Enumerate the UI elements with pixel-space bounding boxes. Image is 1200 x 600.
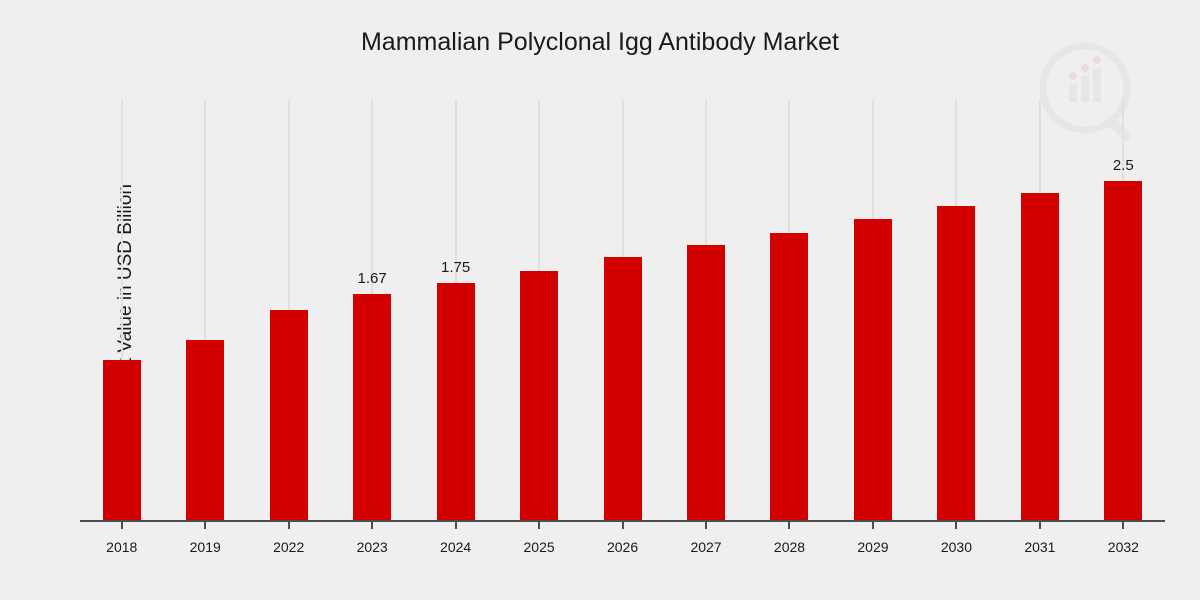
- x-tick-label: 2025: [524, 539, 555, 555]
- bar-column: [915, 100, 998, 520]
- chart-title: Mammalian Polyclonal Igg Antibody Market: [0, 0, 1200, 57]
- tick-mark: [455, 522, 457, 529]
- tick-mark: [872, 522, 874, 529]
- x-tick-label: 2031: [1024, 539, 1055, 555]
- bar: [270, 310, 308, 520]
- bar-column: [247, 100, 330, 520]
- x-axis-ticks: 2018 2019 2022 2023 2024 2025 2026 2027 2028 2029…: [80, 522, 1165, 555]
- bar-wrap: [748, 209, 831, 520]
- bar-wrap: [831, 195, 914, 520]
- bar-wrap: 1.67: [330, 270, 413, 520]
- bar-value-label: 1.75: [441, 259, 470, 277]
- x-tick-label: 2022: [273, 539, 304, 555]
- bar: [687, 245, 725, 520]
- x-tick-label: 2023: [357, 539, 388, 555]
- chart-plot-area: 1.67 1.75 2.5: [80, 100, 1165, 520]
- bar-wrap: 1.75: [414, 259, 497, 520]
- bar-column: [998, 100, 1081, 520]
- tick-mark: [288, 522, 290, 529]
- bar-wrap: [664, 221, 747, 520]
- bar-column: [748, 100, 831, 520]
- tick-mark: [538, 522, 540, 529]
- bar-wrap: [497, 247, 580, 520]
- tick-mark: [1122, 522, 1124, 529]
- x-tick-label: 2032: [1108, 539, 1139, 555]
- x-tick: 2031: [998, 522, 1081, 555]
- tick-mark: [955, 522, 957, 529]
- tick-mark: [204, 522, 206, 529]
- x-tick: 2018: [80, 522, 163, 555]
- bar-wrap: [163, 316, 246, 520]
- x-tick-label: 2024: [440, 539, 471, 555]
- bar-column: [664, 100, 747, 520]
- tick-mark: [121, 522, 123, 529]
- x-tick-label: 2027: [690, 539, 721, 555]
- bar: [937, 206, 975, 520]
- x-tick: 2029: [831, 522, 914, 555]
- bar: [437, 283, 475, 520]
- bar: [103, 360, 141, 520]
- bar-wrap: [247, 286, 330, 520]
- x-tick: 2019: [163, 522, 246, 555]
- bar-wrap: [915, 182, 998, 520]
- bar-column: [163, 100, 246, 520]
- x-tick-label: 2030: [941, 539, 972, 555]
- tick-mark: [371, 522, 373, 529]
- x-tick: 2024: [414, 522, 497, 555]
- x-tick: 2027: [664, 522, 747, 555]
- bar-column: 1.67: [330, 100, 413, 520]
- x-tick-label: 2029: [857, 539, 888, 555]
- bar-column: [831, 100, 914, 520]
- x-tick-label: 2028: [774, 539, 805, 555]
- x-tick-label: 2019: [190, 539, 221, 555]
- bar-column: [80, 100, 163, 520]
- bar-value-label: 1.67: [358, 270, 387, 288]
- bar: [1021, 193, 1059, 520]
- tick-mark: [622, 522, 624, 529]
- bar-column: 1.75: [414, 100, 497, 520]
- x-tick: 2030: [915, 522, 998, 555]
- bar: [854, 219, 892, 520]
- bar: [353, 294, 391, 520]
- bar: [604, 257, 642, 520]
- tick-mark: [705, 522, 707, 529]
- x-tick-label: 2018: [106, 539, 137, 555]
- bar: [186, 340, 224, 520]
- x-tick: 2022: [247, 522, 330, 555]
- bar-wrap: [80, 336, 163, 520]
- bar-wrap: [581, 233, 664, 520]
- bar-value-label: 2.5: [1113, 157, 1134, 175]
- x-tick-label: 2026: [607, 539, 638, 555]
- bar-wrap: [998, 169, 1081, 520]
- bar-column: [497, 100, 580, 520]
- x-tick: 2032: [1082, 522, 1165, 555]
- bar-column: [581, 100, 664, 520]
- x-tick: 2023: [330, 522, 413, 555]
- x-tick: 2026: [581, 522, 664, 555]
- bar-column: 2.5: [1082, 100, 1165, 520]
- bar: [770, 233, 808, 520]
- tick-mark: [1039, 522, 1041, 529]
- x-tick: 2028: [748, 522, 831, 555]
- bar: [520, 271, 558, 520]
- tick-mark: [788, 522, 790, 529]
- bar-wrap: 2.5: [1082, 157, 1165, 520]
- bar: [1104, 181, 1142, 520]
- x-tick: 2025: [497, 522, 580, 555]
